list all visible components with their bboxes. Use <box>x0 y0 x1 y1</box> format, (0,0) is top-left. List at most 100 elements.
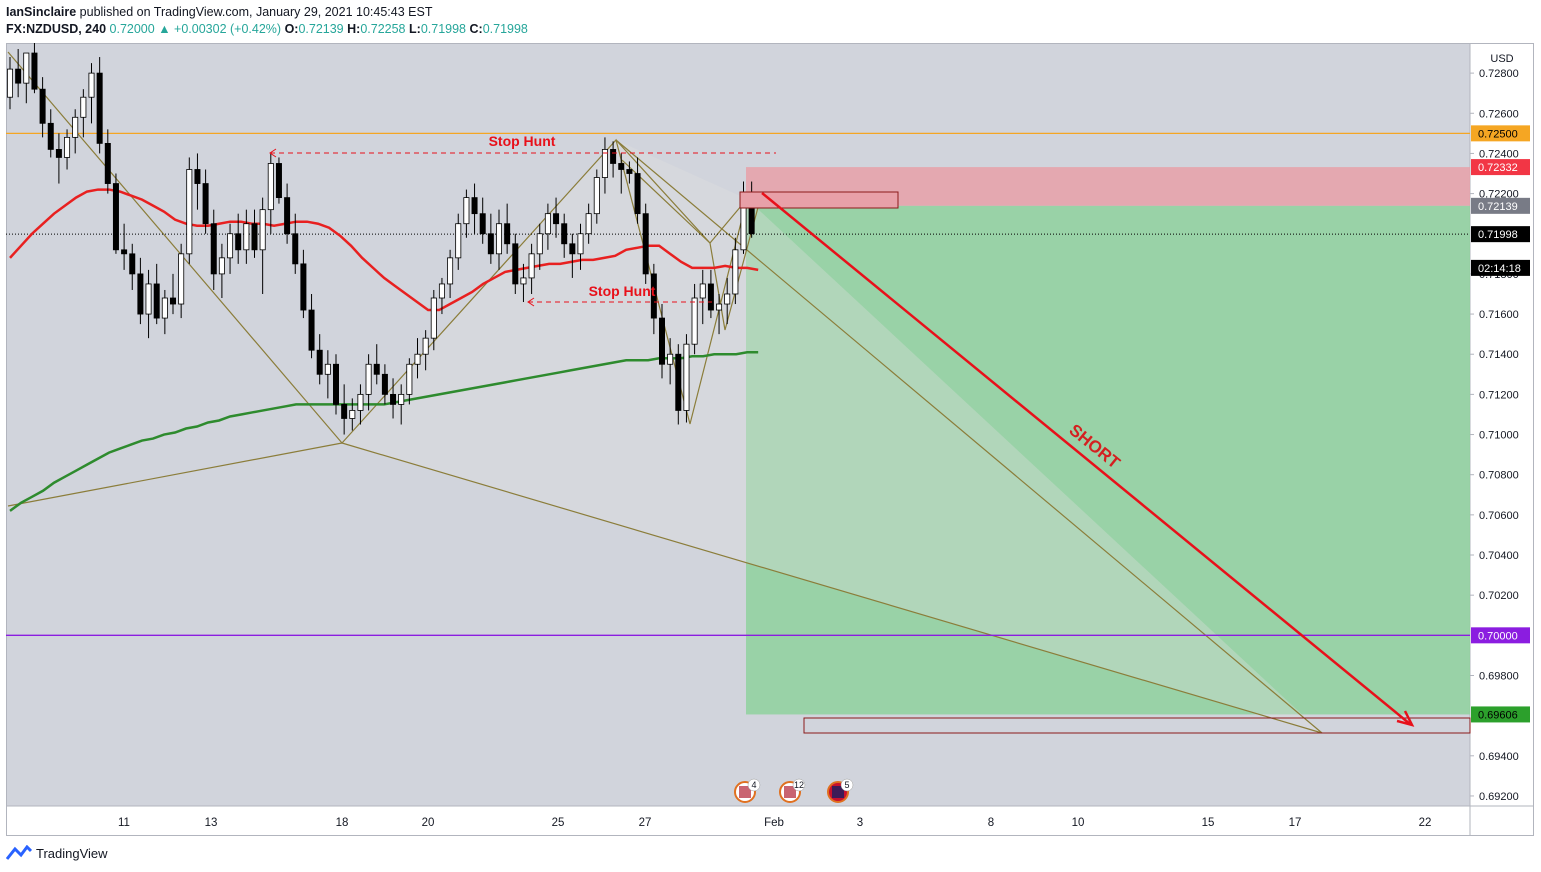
currency-label: USD <box>1490 53 1513 65</box>
x-tick-label: 10 <box>1072 817 1085 829</box>
candle-body <box>210 223 217 275</box>
candle-body <box>593 177 600 215</box>
candle <box>267 153 274 234</box>
candle-body <box>121 249 128 255</box>
candle-body <box>31 52 38 90</box>
y-tick-label: 0.70800 <box>1479 470 1519 482</box>
candle <box>365 354 372 411</box>
candle <box>495 209 502 270</box>
candle-body <box>235 233 242 251</box>
candle <box>64 129 71 170</box>
candle <box>251 209 258 258</box>
x-tick-label: 22 <box>1419 817 1432 829</box>
candle <box>194 153 201 210</box>
candle-body <box>422 337 429 355</box>
candle <box>218 243 225 299</box>
open-label: O: <box>284 22 299 36</box>
candle <box>406 358 413 405</box>
candle <box>202 169 209 234</box>
candle <box>7 57 13 110</box>
candle-body <box>634 173 641 215</box>
candle-body <box>251 223 258 251</box>
candle <box>520 263 527 303</box>
candle <box>422 330 429 371</box>
candle-body <box>585 213 592 235</box>
candle-body <box>243 223 250 251</box>
candle <box>593 169 600 224</box>
y-tick-label: 0.69400 <box>1479 751 1519 763</box>
publish-date: published on TradingView.com, January 29… <box>79 5 433 19</box>
y-tick-label: 0.72400 <box>1479 148 1519 160</box>
x-tick-label: Feb <box>764 817 784 829</box>
price-tag-label: 0.71998 <box>1478 229 1518 241</box>
candle-body <box>96 72 103 144</box>
candle-body <box>218 257 225 275</box>
candle <box>275 157 282 204</box>
y-tick-label: 0.72600 <box>1479 108 1519 120</box>
candle <box>121 223 128 270</box>
candle-body <box>438 283 445 299</box>
candle-body <box>129 253 136 275</box>
y-tick-label: 0.70400 <box>1479 550 1519 562</box>
candle-body <box>349 410 356 419</box>
event-count-badge <box>747 778 761 792</box>
x-tick-label: 13 <box>205 817 218 829</box>
candle <box>585 203 592 244</box>
candle <box>390 378 397 419</box>
tradingview-brand: TradingView <box>36 845 108 861</box>
symbol-label[interactable]: FX:NZDUSD, 240 <box>6 22 107 36</box>
event-count: 4 <box>751 780 756 790</box>
candle-body <box>650 273 657 319</box>
candle <box>512 233 519 294</box>
chart-border <box>6 43 1534 836</box>
candle-body <box>414 353 421 365</box>
event-count-badge <box>792 778 806 792</box>
price-tag-label: 0.72500 <box>1478 128 1518 140</box>
flag-icon <box>832 786 844 798</box>
flag-icon <box>739 786 751 798</box>
candle <box>292 213 299 274</box>
candle <box>47 109 54 158</box>
author-name[interactable]: IanSinclaire <box>6 5 77 19</box>
economic-event-icon: 4 <box>734 778 761 803</box>
candle <box>186 157 193 264</box>
candle <box>145 269 152 339</box>
candle-body <box>659 317 666 365</box>
x-tick-label: 8 <box>988 817 994 829</box>
stop-hunt-label: Stop Hunt <box>489 133 556 149</box>
close-label: C: <box>469 22 483 36</box>
candle <box>381 364 388 405</box>
low-value: 0.71998 <box>420 22 466 36</box>
candle-body <box>227 233 234 259</box>
candle-body <box>601 149 608 178</box>
tradingview-logo[interactable]: TradingView <box>6 845 108 861</box>
candle <box>487 213 494 264</box>
tradingview-logo-icon <box>6 845 32 860</box>
candle <box>137 257 144 325</box>
event-count: 12 <box>794 780 804 790</box>
candle-body <box>178 253 185 305</box>
target-zone-box <box>803 717 1471 734</box>
harmonic-pattern-fill <box>342 140 1322 733</box>
candle-body <box>80 96 87 118</box>
candle <box>96 57 103 154</box>
candle <box>430 289 437 351</box>
candle <box>88 63 95 124</box>
candle <box>357 384 364 425</box>
candle-body <box>365 363 372 395</box>
candle-body <box>341 404 348 419</box>
candle-body <box>104 142 111 184</box>
candle <box>610 141 617 178</box>
candle <box>284 183 291 244</box>
y-tick-label: 0.71600 <box>1479 309 1519 321</box>
candle-body <box>707 283 714 311</box>
candle <box>561 213 568 258</box>
candle-body <box>308 309 315 351</box>
candle-body <box>471 197 478 215</box>
short-arrow-head <box>1396 710 1415 727</box>
candle-body <box>406 363 413 395</box>
candle <box>732 237 739 305</box>
candle-body <box>7 68 13 98</box>
candle-body <box>381 373 388 395</box>
